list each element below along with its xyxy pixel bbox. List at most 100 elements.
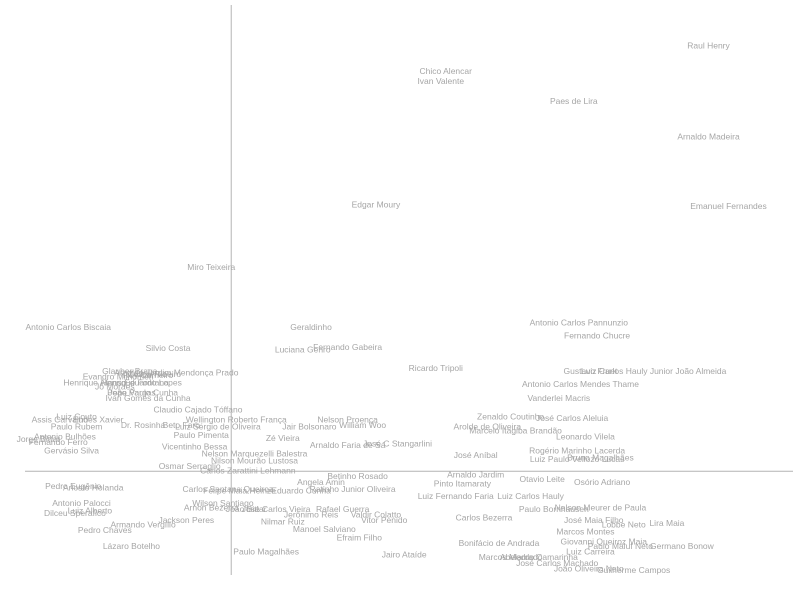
point-label: João Oliveira Neto — [554, 564, 624, 574]
point-label: Nelson Proença — [317, 414, 378, 424]
point-label: Luiz Carreira — [566, 547, 615, 557]
point-label: Jairo Ataíde — [382, 549, 427, 559]
point-label: Luiz Alberto — [68, 505, 113, 515]
point-label: Wellington Roberto França — [186, 414, 287, 424]
point-label: Zé Vieira — [266, 433, 300, 443]
point-label: Luiz Fernando Faria — [418, 491, 494, 501]
point-label: Rafael Guerra — [316, 504, 370, 514]
point-label: Carlos Zarattini Lehmann — [200, 465, 296, 475]
point-label: Betinho Rosado — [327, 471, 388, 481]
point-label: Fernando Ferro — [29, 437, 88, 447]
point-label: João Bittar — [226, 504, 267, 514]
point-label: Otavio Leite — [520, 474, 566, 484]
point-label: Ivan Gomes da Cunha — [106, 393, 191, 403]
point-label: Luiz Carlos Hauly — [497, 491, 564, 501]
point-label: Antonio Carlos Pannunzio — [530, 318, 629, 328]
point-label: Nilmar Ruiz — [261, 517, 305, 527]
point-label: Antonio Bulhões — [34, 431, 96, 441]
point-label: Glauber Braga — [102, 366, 158, 376]
point-label: Osório Adriano — [574, 477, 630, 487]
point-label: Lázaro Botelho — [103, 541, 160, 551]
point-label: Dilceu Sperafico — [44, 508, 106, 518]
point-label: Abelardo Camarinha — [500, 552, 578, 562]
point-label: Jerônimo Reis — [284, 510, 338, 520]
point-label: Eduardo Lopes — [124, 377, 182, 387]
point-label: Silvio Costa — [146, 343, 191, 353]
point-label: Fernando Chucre — [564, 330, 630, 340]
point-label: Pepe Vargas — [107, 387, 156, 397]
point-label: Arnaldo Jardim — [447, 470, 504, 480]
point-label: Luiz Couto — [56, 411, 97, 421]
point-label: José Maia Filho — [564, 515, 624, 525]
point-label: Guilherme Campos — [597, 565, 670, 575]
point-label: Nelson Marquezelli Balestra — [202, 448, 308, 458]
point-label: Valdir Colatto — [351, 510, 402, 520]
point-label: Carlos Bezerra — [456, 512, 513, 522]
point-label: Pedro Chaves — [78, 525, 132, 535]
point-label: Paulo Maluf Neto — [588, 541, 653, 551]
point-label: Pedro Eugênio — [45, 481, 102, 491]
point-label: Chico Alencar — [420, 66, 473, 76]
point-label: Zezéu Ribeiro — [128, 369, 181, 379]
point-label: Beto Faro — [163, 420, 201, 430]
point-label: Felipe Maia Heinze — [203, 485, 276, 495]
point-label: Carlos Santana Queiroz — [183, 484, 274, 494]
point-label: Giovanni Queiroz Maia — [561, 537, 648, 547]
point-label: Ricardo Tripoli — [409, 363, 463, 373]
point-label: José Carlos Aleluia — [536, 413, 609, 423]
point-label: Bruno Magalhães — [567, 453, 634, 463]
point-label: Wilson Santiago — [192, 498, 254, 508]
point-label: José C Stangarlini — [363, 438, 432, 448]
point-label: João Paulo Cunha — [108, 387, 178, 397]
point-label: Paulo Pimenta — [174, 430, 230, 440]
point-label: José Aníbal — [454, 450, 498, 460]
point-label: Zenaldo Coutinho — [477, 411, 544, 421]
point-label: Arnon Bezerra — [184, 502, 239, 512]
point-label: Dr. Rosinha — [121, 420, 166, 430]
point-label: Henrique Fontana — [101, 377, 169, 387]
point-label: Arolde de Oliveira — [454, 421, 522, 431]
point-label: Ruy Carneiro — [123, 370, 173, 380]
point-label: Vanderlei Macris — [528, 393, 591, 403]
point-label: Rogério Marinho Lacerda — [529, 446, 625, 456]
point-label: José Carlos Vieira — [242, 504, 311, 514]
point-label: Paes de Lira — [550, 96, 598, 106]
point-label: Paulo Rubem — [51, 421, 103, 431]
point-label: Gustavo Fruet — [564, 366, 618, 376]
point-label: Geraldinho — [290, 322, 332, 332]
point-label: Antonio Carlos Mendes Thame — [522, 379, 639, 389]
point-label: Jô Moraes — [95, 382, 135, 392]
point-label: Ratinho Junior Oliveira — [310, 484, 396, 494]
point-label: Luciana Genro — [275, 345, 331, 355]
point-label: Nelson Meurer de Paula — [555, 502, 647, 512]
point-label: Assis Carvalho — [32, 414, 89, 424]
point-label: Pinto Itamaraty — [434, 478, 492, 488]
point-label: Efraim Filho — [337, 532, 383, 542]
point-label: Leonardo Vilela — [556, 431, 615, 441]
point-label: Luiz Paulo Vellozo Lucas — [530, 454, 625, 464]
point-label: Lira Maia — [649, 518, 684, 528]
point-label: Osmar Serraglio — [159, 461, 221, 471]
point-label: Edgar Moury — [352, 200, 401, 210]
point-label: Vitor Penido — [361, 515, 407, 525]
point-label: Marcelo Itagiba Brandão — [469, 426, 562, 436]
point-label: Henrique Afonso — [63, 377, 126, 387]
point-label: Evandro Milhomen — [83, 372, 154, 382]
point-label: Armando Vergílio — [110, 519, 175, 529]
point-label: Raul Henry — [687, 40, 730, 50]
point-label: Marcos Medrado — [479, 552, 543, 562]
point-label: Eduardo Cunha — [271, 485, 331, 495]
point-label: Ariosto Holanda — [63, 483, 124, 493]
point-label: Ivan Valente — [417, 76, 464, 86]
point-label: Antonio Palocci — [52, 498, 111, 508]
point-label: Jair Bolsonaro — [282, 421, 337, 431]
point-label: Vicentinho Bessa — [162, 441, 228, 451]
point-label: Manoel Salviano — [293, 524, 356, 534]
point-label: José Carlos Machado — [516, 558, 598, 568]
point-label: Arnaldo Jardim Mendonça Prado — [114, 367, 239, 377]
point-label: Germano Bonow — [650, 541, 715, 551]
point-label: Lobbe Neto — [602, 519, 646, 529]
point-label: Gervásio Silva — [44, 446, 99, 456]
